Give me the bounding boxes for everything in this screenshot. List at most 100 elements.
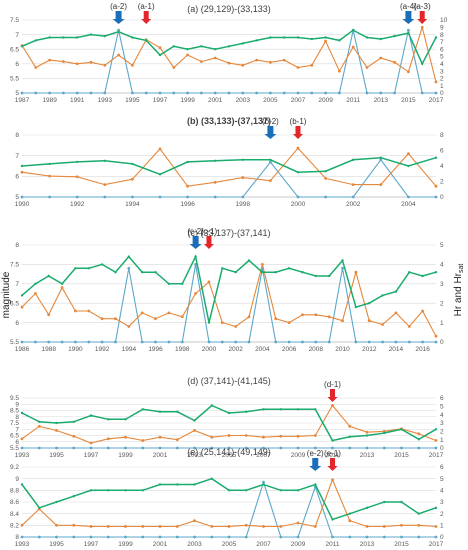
data-point-hrsat <box>417 535 421 539</box>
data-point-hrsat <box>87 340 91 344</box>
data-point-hrsat <box>382 446 386 450</box>
data-point-magnitude <box>207 321 211 324</box>
data-point-hr <box>296 521 300 525</box>
x-tick-label: 1991 <box>70 97 85 104</box>
data-point-magnitude <box>34 282 37 285</box>
data-point-magnitude <box>89 33 93 36</box>
data-point-hrsat <box>262 446 265 450</box>
data-point-hr <box>262 525 265 528</box>
data-point-hrsat <box>367 340 371 344</box>
x-tick-label: 2007 <box>291 97 306 104</box>
data-point-magnitude <box>74 267 77 270</box>
data-point-hrsat <box>89 91 93 95</box>
data-point-hrsat <box>55 535 58 539</box>
x-tick-label: 1994 <box>125 201 140 208</box>
data-point-hr <box>244 434 248 437</box>
data-point-hr <box>331 404 334 407</box>
data-point-hr <box>48 174 51 178</box>
x-tick-label: 2010 <box>335 346 350 353</box>
data-point-magnitude <box>434 156 438 159</box>
data-point-magnitude <box>234 271 237 274</box>
data-point-magnitude <box>247 259 251 262</box>
data-point-magnitude <box>368 302 371 305</box>
data-point-hrsat <box>381 340 384 344</box>
data-point-magnitude <box>158 410 162 413</box>
data-point-hr <box>103 63 107 67</box>
y-left-tick-label: 9.2 <box>10 464 19 471</box>
data-point-hrsat <box>227 91 231 95</box>
data-point-hr <box>37 424 41 428</box>
data-point-hr <box>34 292 37 295</box>
x-tick-label: 1998 <box>175 346 190 353</box>
y-left-tick-label: 9 <box>15 476 19 483</box>
data-point-hr <box>87 309 91 313</box>
data-point-hrsat <box>124 446 127 450</box>
y-right-tick-label: 2 <box>440 179 444 186</box>
data-point-hrsat <box>296 535 300 539</box>
data-point-hr <box>417 432 421 436</box>
data-point-hrsat <box>62 91 65 95</box>
data-point-hrsat <box>338 91 341 95</box>
data-point-hr <box>114 317 117 321</box>
data-point-hr <box>313 434 317 437</box>
y-left-tick-label: 6.5 <box>10 433 19 440</box>
data-point-hr <box>287 321 291 324</box>
event-arrow-label: (a-4) <box>400 2 417 11</box>
data-point-hrsat <box>348 535 352 539</box>
event-arrow-label: (b-1) <box>290 117 307 126</box>
data-point-magnitude <box>186 160 189 164</box>
x-tick-label: 1992 <box>95 346 110 353</box>
data-point-magnitude <box>107 418 110 421</box>
y-left-tick-label: 8.6 <box>10 499 19 506</box>
x-tick-label: 1986 <box>15 346 30 353</box>
data-point-magnitude <box>408 271 411 274</box>
data-point-hr <box>269 60 272 64</box>
data-point-magnitude <box>379 37 382 41</box>
data-point-hrsat <box>296 91 300 95</box>
data-point-hrsat <box>227 446 231 450</box>
data-point-hr <box>186 184 190 188</box>
x-tick-label: 2003 <box>187 452 202 459</box>
data-point-hrsat <box>244 535 248 539</box>
x-tick-label: 1988 <box>41 346 56 353</box>
x-tick-label: 1997 <box>84 541 99 548</box>
x-tick-label: 1993 <box>98 97 113 104</box>
x-tick-label: 2004 <box>401 201 416 208</box>
x-tick-label: 1995 <box>49 541 64 548</box>
y-left-tick-label: 6 <box>15 61 19 68</box>
data-point-hrsat <box>379 91 383 95</box>
data-point-hrsat <box>241 195 245 199</box>
data-point-magnitude <box>255 39 258 42</box>
data-point-magnitude <box>245 489 248 492</box>
data-point-hr <box>103 183 107 187</box>
data-point-hr <box>282 58 286 62</box>
y-left-tick-label: 9.5 <box>10 395 19 402</box>
data-point-hr <box>20 523 24 527</box>
x-tick-label: 2006 <box>282 346 297 353</box>
data-point-hrsat <box>210 535 214 539</box>
data-point-magnitude <box>400 428 403 431</box>
series-line-hrsat <box>22 158 436 198</box>
x-tick-label: 2002 <box>346 201 361 208</box>
data-point-magnitude <box>296 408 300 411</box>
data-point-hrsat <box>241 91 245 95</box>
y-left-tick-label: 7.5 <box>10 262 19 269</box>
data-point-hr <box>434 184 438 188</box>
data-point-hrsat <box>72 446 76 450</box>
data-point-magnitude <box>421 274 424 278</box>
y-left-tick-label: 7 <box>15 426 19 433</box>
data-point-magnitude <box>210 477 213 480</box>
data-point-hrsat <box>393 91 396 95</box>
data-point-hrsat <box>72 535 76 539</box>
data-point-magnitude <box>38 420 41 423</box>
y-right-tick-label: 0 <box>440 90 444 97</box>
data-point-hr <box>354 270 358 274</box>
data-point-hr <box>434 334 438 338</box>
x-tick-label: 2003 <box>236 97 251 104</box>
data-point-hrsat <box>175 535 179 539</box>
data-point-magnitude <box>193 419 196 422</box>
data-point-hr <box>351 45 355 49</box>
data-point-magnitude <box>274 271 277 274</box>
data-point-magnitude <box>172 45 175 48</box>
data-point-hr <box>89 60 93 64</box>
